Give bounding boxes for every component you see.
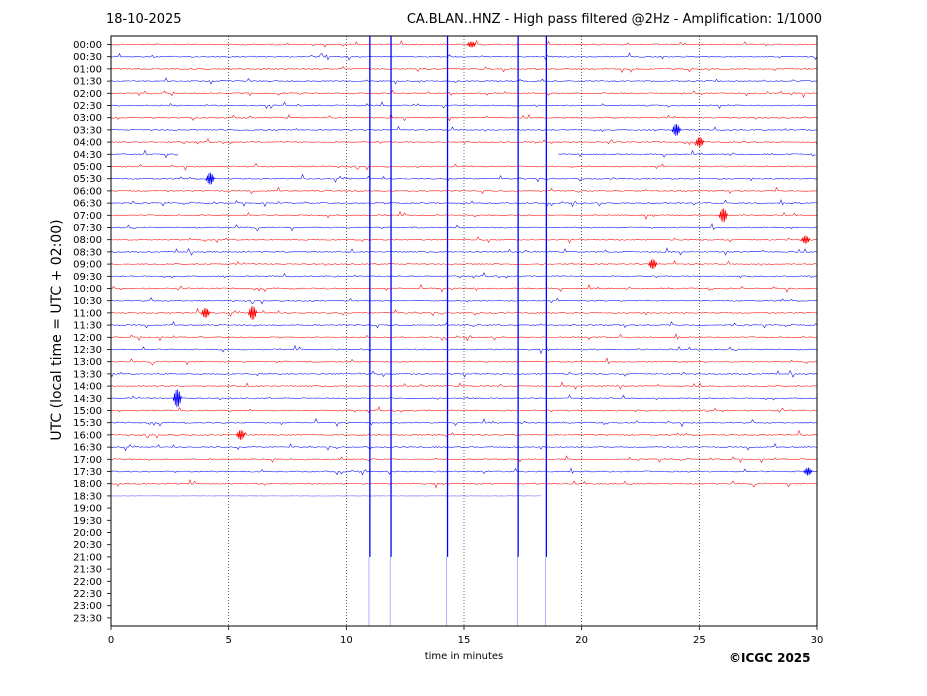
minute-axis: 0 5 10 15 20 25 30 — [108, 626, 824, 646]
y-axis-label: UTC (local time = UTC + 02:00) — [49, 219, 65, 441]
y-tick-label: 06:30 — [73, 199, 102, 210]
y-tick-label: 15:30 — [73, 418, 102, 429]
trace-14:00 — [110, 381, 818, 390]
y-tick-label: 14:00 — [73, 382, 102, 393]
y-tick-label: 12:00 — [73, 333, 102, 344]
recording-date: 18-10-2025 — [106, 12, 182, 27]
event-burst — [466, 41, 477, 48]
y-tick-label: 20:00 — [73, 528, 102, 539]
event-burst — [800, 235, 811, 244]
y-tick-label: 21:30 — [73, 565, 102, 576]
trace-04:30 — [110, 149, 179, 159]
y-tick-label: 05:30 — [73, 174, 102, 185]
minute-grid — [228, 36, 700, 626]
trace-05:30 — [110, 173, 818, 183]
y-tick-label: 18:00 — [73, 479, 102, 490]
y-tick-label: 02:30 — [73, 101, 102, 112]
x-tick-label: 30 — [811, 635, 824, 646]
event-burst — [694, 137, 705, 148]
trace-16:00 — [110, 429, 818, 439]
station-title: CA.BLAN..HNZ - High pass filtered @2Hz -… — [406, 12, 822, 27]
y-tick-label: 23:30 — [73, 613, 102, 624]
x-tick-label: 25 — [693, 635, 706, 646]
y-tick-label: 12:30 — [73, 345, 102, 356]
event-burst — [235, 429, 246, 440]
x-tick-label: 5 — [225, 635, 231, 646]
trace-14:30 — [110, 394, 818, 401]
x-tick-label: 15 — [458, 635, 471, 646]
y-tick-label: 10:00 — [73, 284, 102, 295]
y-tick-label: 17:30 — [73, 467, 102, 478]
event-burst — [803, 467, 813, 476]
y-tick-label: 04:00 — [73, 138, 102, 149]
y-tick-label: 04:30 — [73, 150, 102, 161]
y-tick-label: 02:00 — [73, 89, 102, 100]
y-tick-label: 13:30 — [73, 369, 102, 380]
x-axis-label: time in minutes — [424, 651, 504, 662]
x-tick-label: 10 — [340, 635, 353, 646]
event-burst — [200, 307, 211, 318]
y-tick-label: 03:00 — [73, 113, 102, 124]
y-tick-label: 13:00 — [73, 357, 102, 368]
trace-08:00 — [110, 236, 818, 244]
event-burst — [205, 172, 215, 185]
y-tick-label: 01:30 — [73, 77, 102, 88]
trace-15:30 — [110, 417, 818, 428]
x-tick-label: 0 — [108, 635, 114, 646]
trace-13:30 — [110, 369, 818, 378]
y-tick-label: 00:30 — [73, 52, 102, 63]
trace-12:30 — [110, 344, 818, 355]
trace-05:00 — [110, 162, 818, 171]
y-tick-label: 16:00 — [73, 430, 102, 441]
y-tick-label: 19:30 — [73, 516, 102, 527]
event-burst — [718, 208, 729, 223]
trace-07:00 — [110, 210, 818, 221]
trace-07:30 — [110, 223, 818, 232]
trace-06:00 — [110, 186, 818, 195]
y-tick-label: 21:00 — [73, 552, 102, 563]
event-burst — [247, 305, 258, 320]
y-tick-label: 20:30 — [73, 540, 102, 551]
y-tick-label: 18:30 — [73, 491, 102, 502]
y-tick-label: 15:00 — [73, 406, 102, 417]
trace-04:30 — [558, 149, 816, 158]
y-tick-label: 07:30 — [73, 223, 102, 234]
trace-13:00 — [110, 357, 818, 366]
trace-00:00 — [110, 40, 818, 48]
y-tick-label: 10:30 — [73, 296, 102, 307]
y-tick-label: 19:00 — [73, 504, 102, 515]
event-burst — [647, 259, 658, 270]
y-tick-label: 09:00 — [73, 260, 102, 271]
y-tick-label: 08:30 — [73, 247, 102, 258]
y-tick-label: 08:00 — [73, 235, 102, 246]
y-tick-label: 23:00 — [73, 601, 102, 612]
y-tick-label: 05:00 — [73, 162, 102, 173]
y-tick-label: 14:30 — [73, 394, 102, 405]
y-tick-label: 06:00 — [73, 186, 102, 197]
y-tick-label: 00:00 — [73, 40, 102, 51]
event-spikes — [368, 36, 548, 626]
trace-06:30 — [110, 199, 818, 208]
copyright-credit: ©ICGC 2025 — [729, 651, 811, 665]
event-burst — [172, 389, 183, 408]
x-tick-label: 20 — [575, 635, 588, 646]
y-tick-label: 11:30 — [73, 321, 102, 332]
y-tick-label: 07:00 — [73, 211, 102, 222]
y-tick-label: 11:00 — [73, 308, 102, 319]
y-tick-label: 22:30 — [73, 589, 102, 600]
y-tick-label: 17:00 — [73, 455, 102, 466]
y-tick-label: 01:00 — [73, 64, 102, 75]
y-tick-label: 16:30 — [73, 443, 102, 454]
trace-15:00 — [110, 406, 818, 413]
y-tick-label: 03:30 — [73, 125, 102, 136]
y-tick-label: 22:00 — [73, 577, 102, 588]
trace-12:00 — [110, 333, 818, 342]
y-tick-label: 09:30 — [73, 272, 102, 283]
seismic-traces — [110, 40, 818, 497]
event-burst — [671, 123, 681, 136]
